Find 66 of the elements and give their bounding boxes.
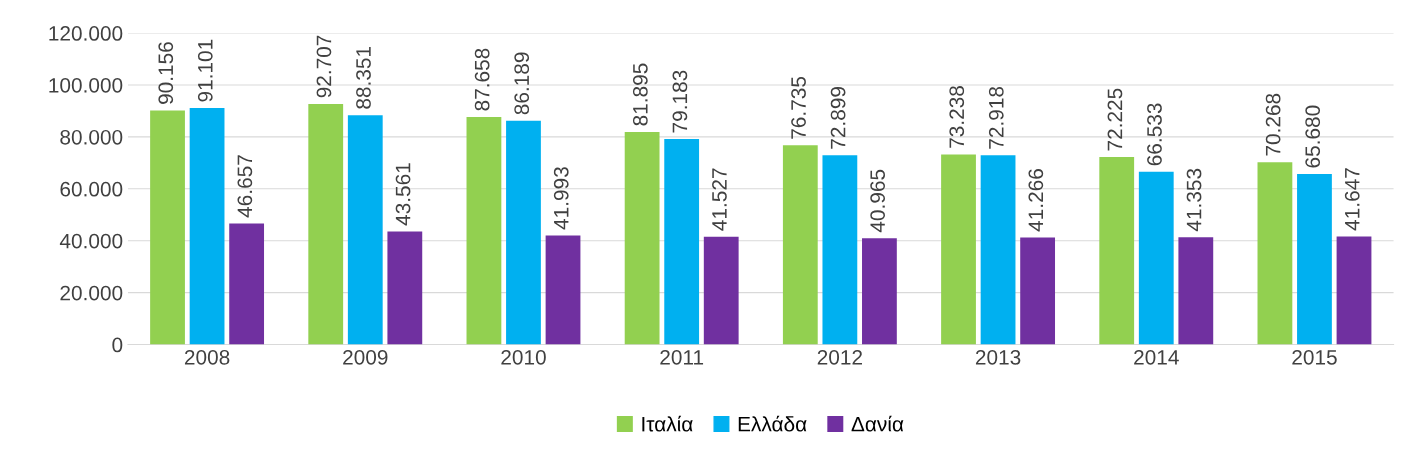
data-label: 46.657	[237, 155, 253, 218]
bar	[506, 120, 541, 345]
bar	[980, 155, 1016, 345]
y-tick-label: 80.000	[60, 129, 123, 145]
legend-label: Δανία	[851, 415, 904, 432]
data-label: 72.918	[988, 86, 1004, 149]
data-label: 72.899	[830, 87, 846, 149]
y-tick-label: 0	[112, 337, 123, 353]
data-label: 81.895	[632, 63, 648, 126]
y-tick-label: 20.000	[60, 285, 123, 301]
bar	[664, 139, 700, 345]
data-label: 87.658	[474, 48, 490, 111]
data-label: 41.527	[712, 168, 727, 231]
data-label: 66.533	[1147, 103, 1162, 166]
legend-label: Ελλάδα	[738, 415, 807, 432]
bar	[862, 238, 897, 345]
data-label: 86.189	[514, 52, 530, 115]
data-label: 79.183	[672, 70, 688, 133]
bar	[1020, 237, 1056, 345]
bar	[347, 115, 383, 345]
data-label: 72.225	[1107, 88, 1123, 151]
data-label: 41.993	[553, 167, 569, 230]
x-tick-label: 2008	[184, 349, 230, 365]
x-tick-label: 2010	[501, 349, 546, 365]
bar	[1297, 174, 1332, 345]
data-label: 41.353	[1186, 168, 1202, 232]
data-label: 91.101	[197, 39, 213, 102]
bar	[466, 117, 502, 345]
x-tick-label: 2014	[1134, 349, 1179, 365]
bar	[703, 236, 739, 345]
data-label: 70.268	[1265, 93, 1281, 156]
bar	[1138, 171, 1174, 345]
data-label: 41.647	[1344, 168, 1360, 231]
bar	[822, 155, 858, 345]
x-tick-label: 2013	[975, 349, 1021, 365]
x-tick-label: 2009	[343, 349, 388, 365]
x-tick-label: 2011	[660, 349, 704, 365]
data-label: 90.156	[158, 42, 174, 104]
bar	[782, 145, 818, 345]
bar	[229, 223, 265, 345]
bar	[1178, 237, 1214, 345]
bar	[189, 108, 225, 345]
y-tick-label: 40.000	[59, 233, 123, 249]
data-label: 73.238	[949, 86, 965, 148]
data-label: 88.351	[356, 46, 371, 109]
bar	[941, 154, 976, 345]
y-tick-label: 100.000	[49, 77, 123, 93]
y-tick-label: 60.000	[60, 181, 123, 197]
data-label: 41.266	[1028, 169, 1044, 232]
bar	[387, 231, 423, 345]
data-label: 40.965	[870, 169, 886, 233]
bar	[545, 235, 581, 345]
bar	[624, 131, 660, 345]
data-label: 76.735	[791, 76, 806, 139]
data-label: 92.707	[316, 35, 332, 98]
bar	[1257, 162, 1293, 345]
legend-label: Ιταλία	[642, 415, 693, 432]
x-tick-label: 2012	[817, 349, 862, 365]
bar	[150, 110, 185, 345]
bar	[1336, 236, 1372, 345]
data-label: 43.561	[395, 163, 411, 226]
bar	[308, 103, 344, 345]
data-label: 65.680	[1305, 105, 1321, 168]
x-tick-label: 2015	[1292, 349, 1337, 365]
y-tick-label: 120.000	[49, 26, 123, 41]
bar	[1099, 157, 1135, 345]
